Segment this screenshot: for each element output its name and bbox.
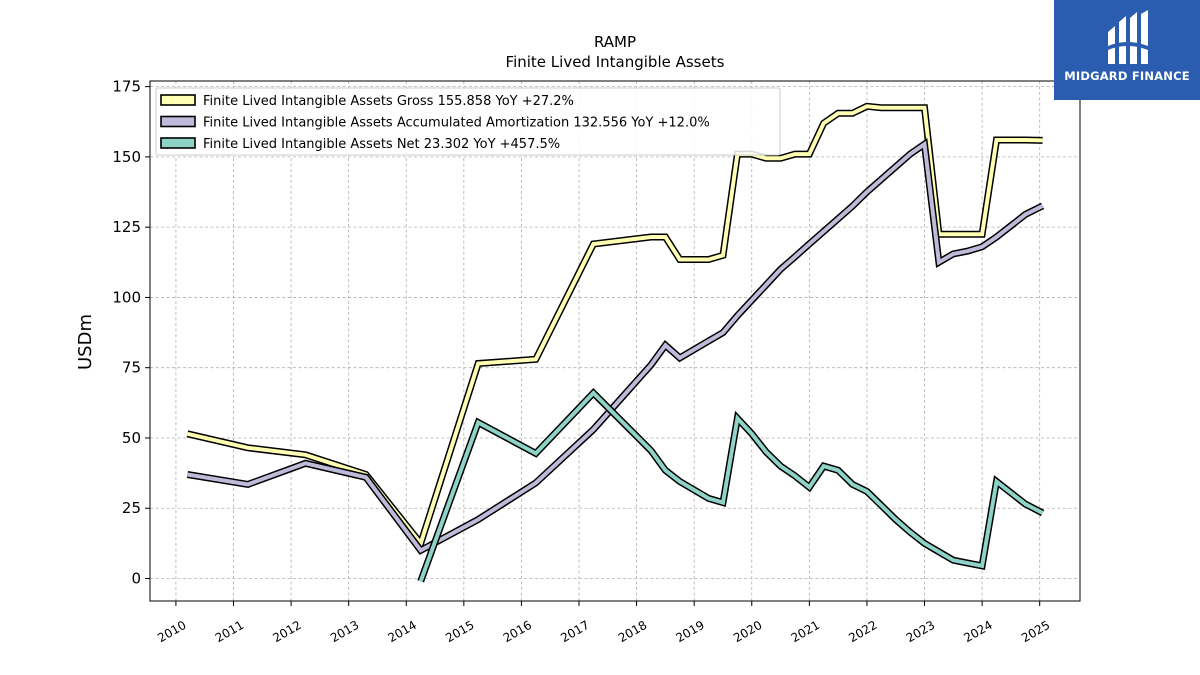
x-tick-label: 2023	[904, 618, 937, 645]
series-line-2	[418, 390, 1044, 582]
legend-swatch-0	[160, 94, 196, 106]
y-tick-label: 125	[112, 218, 141, 236]
legend-swatch-2	[160, 137, 196, 149]
logo: MIDGARD FINANCE	[1054, 0, 1200, 100]
series-outline-0	[186, 102, 1043, 551]
x-tick-label: 2020	[731, 618, 764, 645]
series-line-0	[186, 104, 1043, 548]
legend: Finite Lived Intangible Assets Gross 155…	[155, 87, 781, 156]
x-tick-label: 2011	[213, 618, 246, 645]
x-tick-label: 2013	[328, 618, 361, 645]
y-tick-label: 150	[112, 148, 141, 166]
x-tick-label: 2014	[386, 618, 419, 645]
legend-entry-2: Finite Lived Intangible Assets Net 23.30…	[203, 137, 560, 152]
x-tick-label: 2016	[501, 618, 534, 645]
legend-box	[155, 87, 781, 156]
y-tick-label: 50	[122, 429, 141, 447]
x-tick-label: 2022	[846, 618, 879, 645]
x-tick-label: 2015	[443, 618, 476, 645]
grid	[150, 81, 1080, 601]
logo-text: MIDGARD FINANCE	[1064, 69, 1190, 83]
series-layer	[186, 102, 1045, 583]
y-tick-label: 75	[122, 359, 141, 377]
x-tick-label: 2010	[155, 618, 188, 645]
x-tick-label: 2021	[789, 618, 822, 645]
y-axis: 0 25 50 75 100 125 150 175	[112, 78, 150, 588]
x-tick-label: 2025	[1019, 618, 1052, 645]
x-tick-label: 2012	[270, 618, 303, 645]
legend-swatch-1	[160, 115, 196, 128]
y-tick-label: 100	[112, 288, 141, 306]
plot-frame	[149, 80, 1081, 602]
series-outline-2	[417, 387, 1045, 583]
y-tick-label: 0	[131, 570, 141, 588]
x-tick-label: 2019	[673, 618, 706, 645]
legend-entry-0: Finite Lived Intangible Assets Gross 155…	[203, 94, 574, 109]
legend-entry-1: Finite Lived Intangible Assets Accumulat…	[203, 116, 710, 131]
x-tick-label: 2018	[616, 618, 649, 645]
x-tick-label: 2017	[558, 618, 591, 645]
x-tick-label: 2024	[961, 618, 994, 645]
y-axis-label: USDm	[75, 314, 96, 370]
series-line-1	[187, 140, 1044, 553]
x-axis: 2010 2011 2012 2013 2014 2015 2016 2017 2018 2019…	[155, 601, 1052, 645]
y-tick-label: 25	[122, 499, 141, 517]
y-tick-label: 175	[112, 78, 141, 96]
series-outline-1	[186, 138, 1045, 555]
chart-subtitle: Finite Lived Intangible Assets	[506, 53, 725, 71]
logo-mark-icon	[1108, 10, 1148, 64]
chart-title: RAMP	[594, 33, 636, 51]
